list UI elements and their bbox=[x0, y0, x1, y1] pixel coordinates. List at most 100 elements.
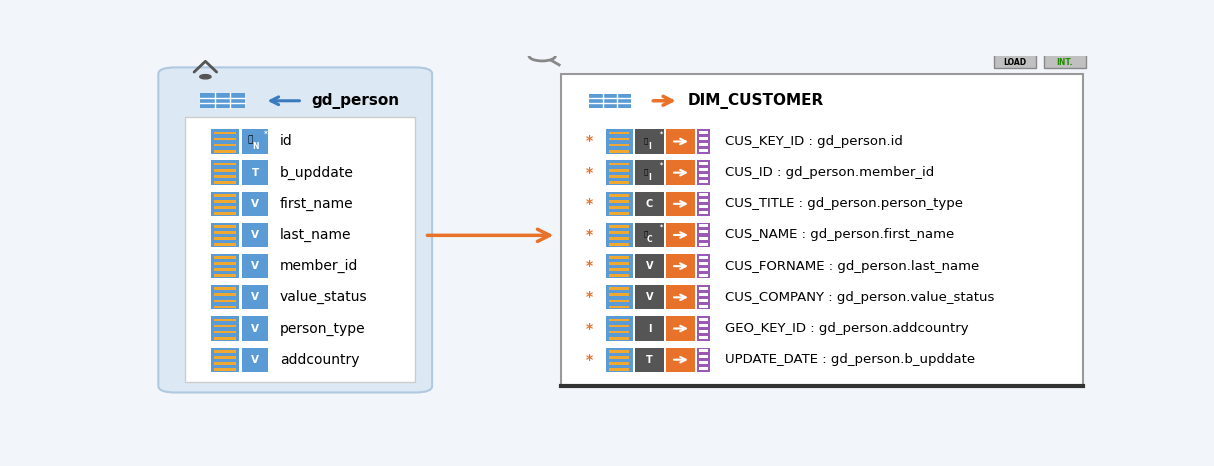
FancyBboxPatch shape bbox=[698, 160, 710, 185]
FancyBboxPatch shape bbox=[609, 243, 629, 246]
FancyBboxPatch shape bbox=[242, 316, 268, 341]
FancyBboxPatch shape bbox=[609, 274, 629, 277]
Text: CUS_ID : gd_person.member_id: CUS_ID : gd_person.member_id bbox=[725, 166, 934, 179]
FancyBboxPatch shape bbox=[699, 224, 708, 227]
FancyBboxPatch shape bbox=[609, 262, 629, 265]
FancyBboxPatch shape bbox=[215, 131, 236, 134]
FancyBboxPatch shape bbox=[242, 192, 268, 216]
FancyBboxPatch shape bbox=[699, 336, 708, 339]
Text: V: V bbox=[251, 230, 260, 240]
FancyBboxPatch shape bbox=[609, 337, 629, 340]
FancyBboxPatch shape bbox=[561, 74, 1083, 386]
FancyBboxPatch shape bbox=[699, 143, 708, 146]
FancyBboxPatch shape bbox=[211, 316, 239, 341]
FancyBboxPatch shape bbox=[1002, 44, 1028, 52]
Text: UPDATE_DATE : gd_person.b_upddate: UPDATE_DATE : gd_person.b_upddate bbox=[725, 353, 975, 366]
FancyBboxPatch shape bbox=[699, 349, 708, 352]
FancyBboxPatch shape bbox=[666, 223, 694, 247]
FancyBboxPatch shape bbox=[699, 162, 708, 165]
FancyBboxPatch shape bbox=[699, 367, 708, 370]
FancyBboxPatch shape bbox=[635, 348, 664, 372]
FancyBboxPatch shape bbox=[609, 368, 629, 371]
FancyBboxPatch shape bbox=[242, 254, 268, 278]
FancyBboxPatch shape bbox=[609, 200, 629, 203]
Text: *: * bbox=[585, 228, 592, 242]
FancyBboxPatch shape bbox=[242, 130, 268, 154]
Text: *: * bbox=[585, 165, 592, 180]
Text: ✶: ✶ bbox=[658, 130, 663, 136]
FancyBboxPatch shape bbox=[589, 94, 631, 108]
FancyBboxPatch shape bbox=[215, 231, 236, 234]
FancyBboxPatch shape bbox=[609, 306, 629, 308]
FancyBboxPatch shape bbox=[699, 267, 708, 271]
Text: 🔑: 🔑 bbox=[643, 231, 648, 237]
FancyBboxPatch shape bbox=[200, 94, 245, 108]
FancyBboxPatch shape bbox=[698, 285, 710, 309]
FancyBboxPatch shape bbox=[242, 160, 268, 185]
Text: I: I bbox=[648, 142, 651, 151]
FancyBboxPatch shape bbox=[215, 206, 236, 209]
FancyBboxPatch shape bbox=[635, 160, 664, 185]
Text: CUS_NAME : gd_person.first_name: CUS_NAME : gd_person.first_name bbox=[725, 228, 954, 241]
Text: ✶: ✶ bbox=[262, 130, 268, 136]
FancyBboxPatch shape bbox=[699, 137, 708, 140]
FancyBboxPatch shape bbox=[699, 243, 708, 246]
FancyBboxPatch shape bbox=[215, 268, 236, 271]
FancyBboxPatch shape bbox=[211, 254, 239, 278]
Text: ✶: ✶ bbox=[658, 162, 663, 167]
FancyBboxPatch shape bbox=[606, 285, 632, 309]
FancyBboxPatch shape bbox=[211, 192, 239, 216]
FancyBboxPatch shape bbox=[609, 206, 629, 209]
FancyBboxPatch shape bbox=[609, 137, 629, 140]
FancyBboxPatch shape bbox=[215, 356, 236, 359]
FancyBboxPatch shape bbox=[698, 130, 710, 154]
Text: CUS_COMPANY : gd_person.value_status: CUS_COMPANY : gd_person.value_status bbox=[725, 291, 994, 304]
FancyBboxPatch shape bbox=[609, 181, 629, 184]
FancyBboxPatch shape bbox=[698, 254, 710, 278]
FancyBboxPatch shape bbox=[666, 316, 694, 341]
Text: *: * bbox=[585, 322, 592, 336]
Text: 🔑: 🔑 bbox=[643, 137, 648, 144]
FancyBboxPatch shape bbox=[211, 285, 239, 309]
Text: N: N bbox=[253, 142, 259, 151]
FancyBboxPatch shape bbox=[699, 237, 708, 240]
FancyBboxPatch shape bbox=[609, 169, 629, 171]
FancyBboxPatch shape bbox=[606, 316, 632, 341]
FancyBboxPatch shape bbox=[699, 199, 708, 202]
FancyBboxPatch shape bbox=[215, 137, 236, 140]
Text: V: V bbox=[646, 292, 653, 302]
FancyBboxPatch shape bbox=[215, 256, 236, 259]
FancyBboxPatch shape bbox=[215, 181, 236, 184]
FancyBboxPatch shape bbox=[699, 324, 708, 327]
FancyBboxPatch shape bbox=[994, 45, 1037, 69]
FancyBboxPatch shape bbox=[609, 319, 629, 322]
Text: V: V bbox=[251, 355, 260, 365]
Text: last_name: last_name bbox=[279, 228, 351, 242]
FancyBboxPatch shape bbox=[609, 350, 629, 352]
FancyBboxPatch shape bbox=[185, 117, 415, 383]
Text: first_name: first_name bbox=[279, 197, 353, 211]
FancyBboxPatch shape bbox=[635, 316, 664, 341]
Text: *: * bbox=[585, 135, 592, 149]
FancyBboxPatch shape bbox=[698, 223, 710, 247]
FancyBboxPatch shape bbox=[609, 163, 629, 165]
FancyBboxPatch shape bbox=[215, 325, 236, 328]
FancyBboxPatch shape bbox=[606, 130, 632, 154]
FancyBboxPatch shape bbox=[609, 256, 629, 259]
FancyBboxPatch shape bbox=[215, 150, 236, 152]
Circle shape bbox=[200, 75, 211, 79]
FancyBboxPatch shape bbox=[609, 325, 629, 328]
FancyBboxPatch shape bbox=[215, 212, 236, 215]
FancyBboxPatch shape bbox=[606, 223, 632, 247]
FancyBboxPatch shape bbox=[635, 130, 664, 154]
Text: C: C bbox=[647, 235, 652, 244]
FancyBboxPatch shape bbox=[666, 348, 694, 372]
FancyBboxPatch shape bbox=[211, 160, 239, 185]
FancyBboxPatch shape bbox=[699, 193, 708, 196]
Text: CUS_TITLE : gd_person.person_type: CUS_TITLE : gd_person.person_type bbox=[725, 197, 963, 210]
FancyBboxPatch shape bbox=[215, 294, 236, 296]
Text: b_upddate: b_upddate bbox=[279, 165, 353, 180]
Text: addcountry: addcountry bbox=[279, 353, 359, 367]
Text: V: V bbox=[646, 261, 653, 271]
FancyBboxPatch shape bbox=[215, 274, 236, 277]
